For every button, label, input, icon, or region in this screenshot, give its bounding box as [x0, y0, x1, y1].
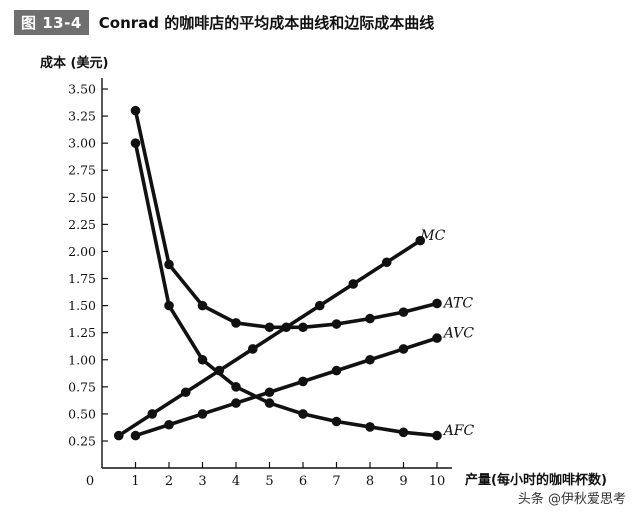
y-tick-label: 2.50 — [68, 190, 96, 205]
data-point-mc — [381, 257, 392, 268]
data-point-afc — [164, 300, 174, 311]
watermark: 头条 @伊秋爱思考 — [517, 492, 626, 507]
x-tick-label: 1 — [131, 474, 139, 489]
data-point-mc — [247, 344, 258, 354]
data-point-afc — [365, 422, 375, 432]
figure-number-badge: 图 13-4 — [14, 9, 89, 35]
data-point-afc — [130, 138, 141, 148]
data-point-mc — [180, 387, 191, 398]
data-point-avc — [164, 419, 174, 430]
data-point-atc — [164, 259, 174, 270]
data-point-avc — [264, 387, 275, 398]
data-point-afc — [398, 427, 409, 438]
series-layer: MC ATC AVC AFC — [113, 105, 475, 441]
y-tick-label: 2.75 — [68, 163, 96, 178]
series-afc: AFC — [130, 138, 475, 441]
y-tick-label: 0.25 — [68, 434, 96, 449]
y-tick-label: 0.75 — [68, 379, 96, 394]
y-tick-label: 3.00 — [68, 136, 96, 151]
series-label-afc: AFC — [442, 423, 475, 439]
figure-header: 图 13-4 Conrad 的咖啡店的平均成本曲线和边际成本曲线 — [14, 8, 434, 36]
y-tick-label: 3.50 — [68, 82, 96, 97]
series-label-avc: AVC — [442, 326, 475, 342]
x-tick-label: 5 — [265, 474, 273, 489]
series-label-atc: ATC — [442, 295, 474, 311]
y-tick-label: 1.75 — [68, 271, 96, 286]
y-tick-label: 2.25 — [68, 217, 96, 232]
series-line-atc — [133, 108, 439, 330]
y-tick-label: 2.00 — [68, 244, 96, 259]
x-tick-label: 6 — [299, 474, 307, 489]
data-point-afc — [432, 430, 442, 441]
x-axis-label: 产量(每小时的咖啡杯数) — [465, 472, 607, 488]
chart-axes: 0.25 0.50 0.75 1.00 1.25 1.50 1.75 2.00 2.25 2.50… — [68, 78, 452, 489]
data-point-afc — [331, 416, 342, 427]
data-point-mc — [113, 430, 124, 441]
data-point-atc — [197, 300, 208, 311]
data-point-atc — [298, 322, 308, 333]
data-point-atc — [130, 105, 141, 116]
data-point-atc — [231, 318, 241, 328]
data-point-avc — [298, 376, 308, 387]
series-avc: AVC — [130, 326, 475, 441]
y-tick-label: 1.25 — [68, 325, 96, 340]
y-tick-label: 1.00 — [68, 352, 96, 367]
x-tick-label: 9 — [399, 474, 407, 489]
series-line-afc — [133, 141, 439, 438]
data-point-avc — [365, 354, 375, 365]
data-point-avc — [331, 365, 342, 376]
series-label-mc: MC — [419, 228, 445, 244]
figure-title: Conrad 的咖啡店的平均成本曲线和边际成本曲线 — [98, 13, 435, 32]
data-point-afc — [298, 409, 308, 419]
data-point-mc — [147, 409, 158, 419]
data-point-avc — [398, 344, 409, 354]
y-tick-label: 1.50 — [68, 298, 96, 313]
data-point-afc — [197, 354, 208, 365]
x-tick-label: 4 — [232, 474, 240, 489]
x-tick-label: 7 — [332, 474, 340, 489]
y-axis-label: 成本 (美元) — [40, 55, 108, 71]
series-atc: ATC — [130, 105, 474, 333]
data-point-afc — [231, 382, 241, 392]
x-tick-label: 0 — [86, 474, 94, 489]
data-point-atc — [365, 313, 375, 324]
data-point-atc — [264, 322, 275, 333]
data-point-mc — [348, 279, 359, 289]
x-tick-label: 10 — [429, 474, 446, 489]
series-line-avc — [133, 336, 439, 438]
series-mc: MC — [113, 228, 446, 441]
x-tick-label: 3 — [198, 474, 206, 489]
y-tick-label: 3.25 — [68, 109, 96, 124]
data-point-avc — [130, 430, 141, 441]
y-tick-label: 0.50 — [68, 406, 96, 421]
data-point-mc — [415, 235, 426, 246]
data-point-atc — [331, 319, 342, 329]
x-tick-label: 2 — [165, 474, 173, 489]
data-point-atc — [432, 298, 442, 309]
series-line-mc — [116, 238, 423, 438]
data-point-mc — [314, 300, 325, 311]
data-point-atc — [398, 307, 409, 317]
x-tick-label: 8 — [366, 474, 374, 489]
data-point-avc — [197, 409, 208, 419]
data-point-avc — [231, 398, 241, 408]
data-point-avc — [432, 333, 442, 343]
data-point-afc — [264, 398, 275, 408]
